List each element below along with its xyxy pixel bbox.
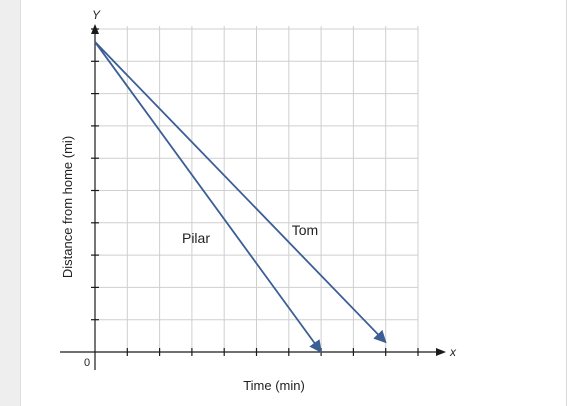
series-label-pilar: Pilar xyxy=(182,230,210,246)
series-line-tom xyxy=(94,41,387,344)
origin-label: 0 xyxy=(84,357,90,369)
y-axis-label: Distance from home (mi) xyxy=(60,136,75,278)
axes xyxy=(60,24,446,370)
x-axis-label: Time (min) xyxy=(243,378,305,393)
left-panel xyxy=(0,0,21,406)
grid xyxy=(95,26,419,352)
x-axis-letter: x xyxy=(449,345,457,359)
series-line-pilar xyxy=(94,41,322,354)
series-label-tom: Tom xyxy=(292,222,318,238)
y-axis-letter: Y xyxy=(92,8,101,22)
x-axis-arrowhead xyxy=(436,348,446,356)
right-divider xyxy=(566,0,567,406)
series-lines xyxy=(94,41,387,354)
